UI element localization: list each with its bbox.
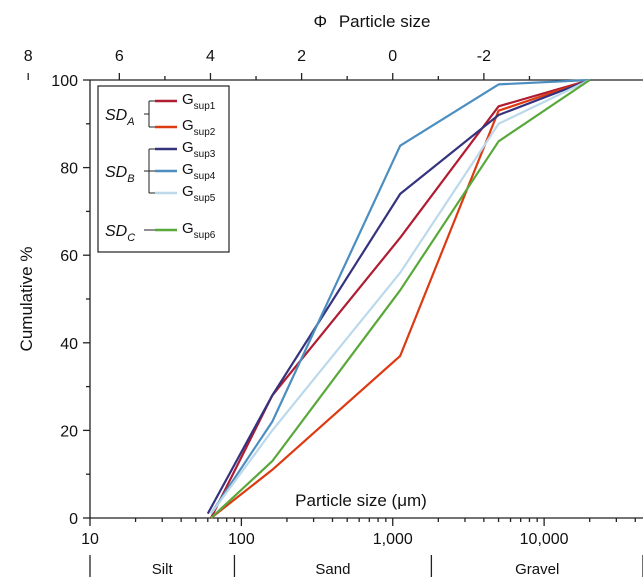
y-tick-label: 100 xyxy=(51,73,78,90)
x-tick-label: 100 xyxy=(228,531,255,548)
x-tick-label: 10,000 xyxy=(520,531,569,548)
legend-group-sub: B xyxy=(127,173,134,185)
top-axis-title-text: Particle size xyxy=(339,12,431,31)
size-class-label: Gravel xyxy=(515,561,559,577)
legend-label-sub: sup1 xyxy=(194,101,216,112)
y-tick-label: 0 xyxy=(69,511,78,528)
phi-symbol: Φ xyxy=(314,12,328,31)
series-line-gsup5 xyxy=(210,79,591,515)
series-line-gsup4 xyxy=(210,78,590,515)
y-tick-label: 40 xyxy=(60,336,78,353)
series-line-gsup1 xyxy=(210,78,591,519)
legend-label-sub: sup6 xyxy=(194,230,216,241)
top-tick-label: 4 xyxy=(206,48,215,65)
legend-group-label: SDA xyxy=(105,107,135,128)
legend-box xyxy=(97,85,230,253)
legend-label-sub: sup4 xyxy=(194,171,216,182)
y-tick-label: 80 xyxy=(60,161,78,178)
x-tick-label: 10 xyxy=(81,531,99,548)
size-class-label: Sand xyxy=(315,561,350,577)
top-tick-label: 6 xyxy=(115,48,124,65)
top-tick-label: -2 xyxy=(477,48,491,65)
data-series xyxy=(206,78,591,519)
top-tick-label: 0 xyxy=(388,48,397,65)
top-axis-title: Φ Particle size xyxy=(314,12,431,31)
series-line-gsup6 xyxy=(210,79,591,519)
legend-group-label: SDB xyxy=(105,164,135,185)
y-tick-label: 20 xyxy=(60,423,78,440)
top-tick-label: 2 xyxy=(297,48,306,65)
series-line-gsup3 xyxy=(206,78,591,515)
bottom-axis-title: Particle size (μm) xyxy=(295,491,427,510)
size-class-label: Silt xyxy=(152,561,174,577)
y-axis-title: Cumulative % xyxy=(17,247,36,352)
legend-label-sub: sup3 xyxy=(194,149,216,160)
y-tick-label: 60 xyxy=(60,248,78,265)
legend-label-sub: sup5 xyxy=(194,193,216,204)
top-tick-label: 8 xyxy=(24,48,33,65)
legend-group-sub: A xyxy=(126,116,134,128)
legend-group-sub: C xyxy=(127,232,135,244)
x-tick-label: 1,000 xyxy=(373,531,413,548)
legend-label-sub: sup2 xyxy=(194,127,216,138)
series-line-gsup2 xyxy=(210,78,591,519)
